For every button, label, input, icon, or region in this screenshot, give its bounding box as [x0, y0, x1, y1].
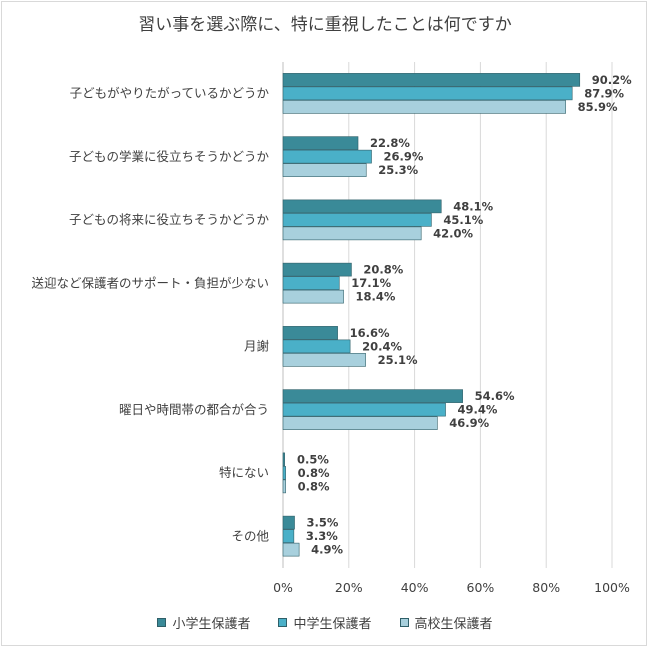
data-label: 17.1% — [351, 276, 391, 290]
bar — [282, 199, 442, 214]
legend-swatch-elementary — [157, 618, 167, 627]
x-tick-label: 100% — [594, 580, 630, 595]
bar — [282, 213, 432, 227]
data-label: 85.9% — [578, 100, 618, 114]
bar — [282, 136, 359, 150]
bar — [282, 276, 340, 290]
bar — [282, 529, 295, 543]
category-label: 特にない — [219, 465, 269, 480]
data-label: 20.8% — [363, 263, 403, 277]
chart-title: 習い事を選ぶ際に、特に重視したことは何ですか — [138, 15, 512, 35]
data-label: 4.9% — [311, 543, 343, 557]
data-label: 0.8% — [298, 466, 330, 480]
category-label: その他 — [231, 528, 269, 543]
data-label: 0.5% — [297, 452, 329, 466]
category-label: 子どもの学業に役立ちそうかどうか — [69, 149, 270, 164]
bar — [282, 452, 285, 467]
category-label: 曜日や時間帯の都合が合う — [119, 402, 269, 417]
data-label: 25.3% — [378, 163, 418, 177]
category-label: 送迎など保護者のサポート・負担が少ない — [31, 275, 269, 290]
bar — [282, 262, 352, 277]
legend-label-elementary: 小学生保護者 — [172, 617, 251, 632]
bar — [282, 353, 366, 367]
bar — [282, 416, 438, 430]
bar — [282, 542, 300, 557]
bar — [282, 515, 295, 530]
bar — [282, 339, 351, 354]
category-label: 月謝 — [244, 339, 269, 354]
data-label: 87.9% — [584, 86, 624, 100]
legend-swatch-junior-high — [278, 618, 288, 627]
bar — [282, 149, 372, 164]
legend-label-high-school: 高校生保護者 — [414, 617, 493, 632]
data-label: 46.9% — [449, 416, 489, 430]
data-label: 54.6% — [475, 389, 515, 403]
data-label: 18.4% — [356, 290, 396, 304]
data-label: 49.4% — [458, 403, 498, 417]
data-label: 48.1% — [453, 199, 493, 213]
bar — [282, 73, 581, 87]
data-label: 3.3% — [306, 529, 338, 543]
bar — [282, 86, 573, 101]
data-label: 22.8% — [370, 136, 410, 150]
legend: 小学生保護者 中学生保護者 高校生保護者 — [0, 613, 650, 632]
category-label: 子どもがやりたがっているかどうか — [70, 86, 270, 101]
data-label: 90.2% — [592, 73, 632, 87]
legend-swatch-high-school — [399, 618, 409, 627]
x-tick-label: 80% — [532, 580, 560, 595]
bar — [282, 389, 463, 403]
bar — [282, 402, 446, 417]
legend-item-junior-high: 中学生保護者 — [278, 613, 372, 632]
data-label: 0.8% — [298, 479, 330, 493]
bar — [282, 466, 286, 480]
data-label: 16.6% — [350, 326, 390, 340]
data-label: 3.5% — [307, 516, 339, 530]
bar — [282, 479, 286, 494]
legend-item-high-school: 高校生保護者 — [399, 613, 493, 632]
legend-label-junior-high: 中学生保護者 — [293, 617, 372, 632]
bar — [282, 226, 422, 241]
bar — [282, 163, 367, 177]
category-label: 子どもの将来に役立ちそうかどうか — [69, 212, 270, 227]
x-tick-label: 60% — [467, 580, 495, 595]
data-label: 42.0% — [433, 226, 473, 240]
x-tick-label: 0% — [273, 580, 293, 595]
bar — [282, 289, 344, 304]
legend-item-elementary: 小学生保護者 — [157, 613, 250, 632]
data-label: 25.1% — [378, 353, 418, 367]
data-label: 26.9% — [384, 150, 424, 164]
x-tick-label: 40% — [401, 580, 429, 595]
data-label: 45.1% — [443, 213, 483, 227]
x-tick-label: 20% — [335, 580, 363, 595]
bar — [282, 326, 338, 340]
data-label: 20.4% — [362, 339, 402, 353]
bar — [282, 100, 566, 114]
